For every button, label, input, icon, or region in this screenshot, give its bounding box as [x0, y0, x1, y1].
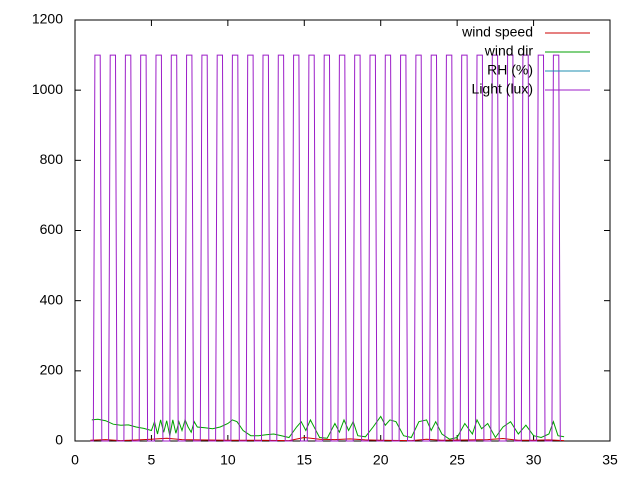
series-line	[90, 54, 561, 442]
legend-label: Light (lux)	[472, 81, 533, 97]
legend-label: wind speed	[461, 24, 533, 40]
x-tick-label: 30	[526, 452, 542, 468]
y-tick-label: 1000	[32, 81, 63, 97]
y-tick-label: 200	[40, 362, 64, 378]
x-tick-label: 25	[449, 452, 465, 468]
series-line	[90, 436, 565, 442]
y-tick-label: 400	[40, 291, 64, 307]
x-tick-label: 15	[296, 452, 312, 468]
x-tick-label: 10	[220, 452, 236, 468]
x-tick-label: 5	[148, 452, 156, 468]
x-tick-label: 20	[373, 452, 389, 468]
x-tick-label: 0	[71, 452, 79, 468]
y-tick-label: 800	[40, 151, 64, 167]
y-tick-label: 0	[55, 432, 63, 448]
legend-label: RH (%)	[487, 62, 533, 78]
y-tick-label: 1200	[32, 11, 63, 27]
legend-label: wind dir	[484, 43, 534, 59]
x-tick-label: 35	[602, 452, 618, 468]
y-tick-label: 600	[40, 221, 64, 237]
